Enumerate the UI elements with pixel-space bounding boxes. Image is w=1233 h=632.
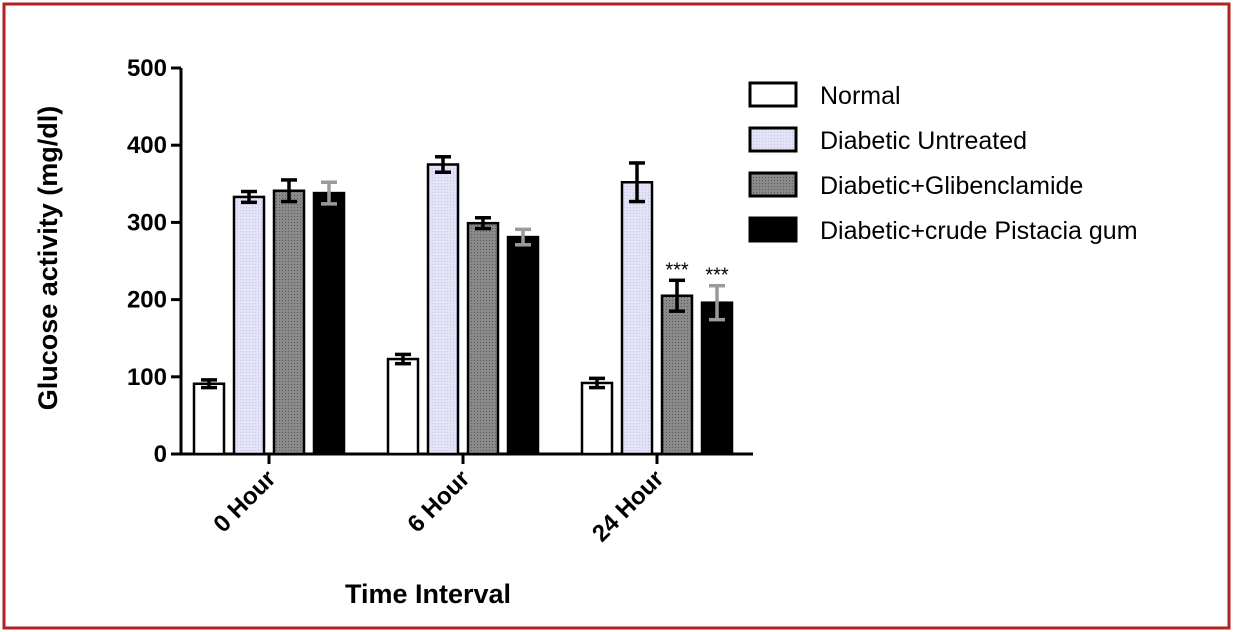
y-tick-label: 100 xyxy=(127,364,167,391)
legend-label: Diabetic+Glibenclamide xyxy=(820,172,1083,200)
significance-label: *** xyxy=(705,265,729,287)
legend-swatch xyxy=(748,126,798,153)
legend-item: Diabetic Untreated xyxy=(748,126,1027,155)
error-bar xyxy=(629,161,645,204)
y-tick-label: 500 xyxy=(127,55,167,82)
bar xyxy=(700,301,734,456)
error-bar xyxy=(395,352,411,366)
legend-item: Diabetic+Glibenclamide xyxy=(748,171,1083,200)
error-bar xyxy=(589,376,605,390)
error-bar xyxy=(669,278,685,313)
error-bar xyxy=(435,155,451,174)
bar xyxy=(660,294,694,456)
bar xyxy=(312,191,346,456)
bar xyxy=(386,357,420,456)
legend-swatch xyxy=(748,81,798,108)
error-bar xyxy=(241,189,257,205)
legend-label: Diabetic Untreated xyxy=(820,127,1027,155)
bar xyxy=(232,195,266,456)
error-bar xyxy=(201,378,217,390)
bar xyxy=(620,181,654,456)
legend-label: Normal xyxy=(820,82,901,110)
legend-item: Diabetic+crude Pistacia gum xyxy=(748,216,1138,245)
error-bar xyxy=(475,216,491,231)
y-axis-title: Glucose activity (mg/dl) xyxy=(33,106,63,411)
significance-label: *** xyxy=(665,259,689,281)
legend-swatch xyxy=(748,216,798,243)
error-bar xyxy=(709,283,725,322)
legend-swatch xyxy=(748,171,798,198)
bar xyxy=(272,189,306,456)
legend-item: Normal xyxy=(748,81,901,110)
y-tick-label: 0 xyxy=(154,441,167,468)
bar xyxy=(580,381,614,456)
legend-label: Diabetic+crude Pistacia gum xyxy=(820,217,1138,245)
bar xyxy=(192,382,226,456)
bar xyxy=(466,221,500,456)
error-bar xyxy=(281,178,297,204)
bar xyxy=(506,235,540,456)
y-tick-label: 300 xyxy=(127,209,167,236)
x-axis-title: Time Interval xyxy=(345,579,511,609)
bar xyxy=(426,163,460,456)
y-tick-label: 200 xyxy=(127,287,167,314)
y-tick-label: 400 xyxy=(127,132,167,159)
error-bar xyxy=(321,180,337,206)
legend: Normal Diabetic Untreated Diabetic+Glibenc… xyxy=(748,81,1138,245)
error-bar xyxy=(515,227,531,247)
